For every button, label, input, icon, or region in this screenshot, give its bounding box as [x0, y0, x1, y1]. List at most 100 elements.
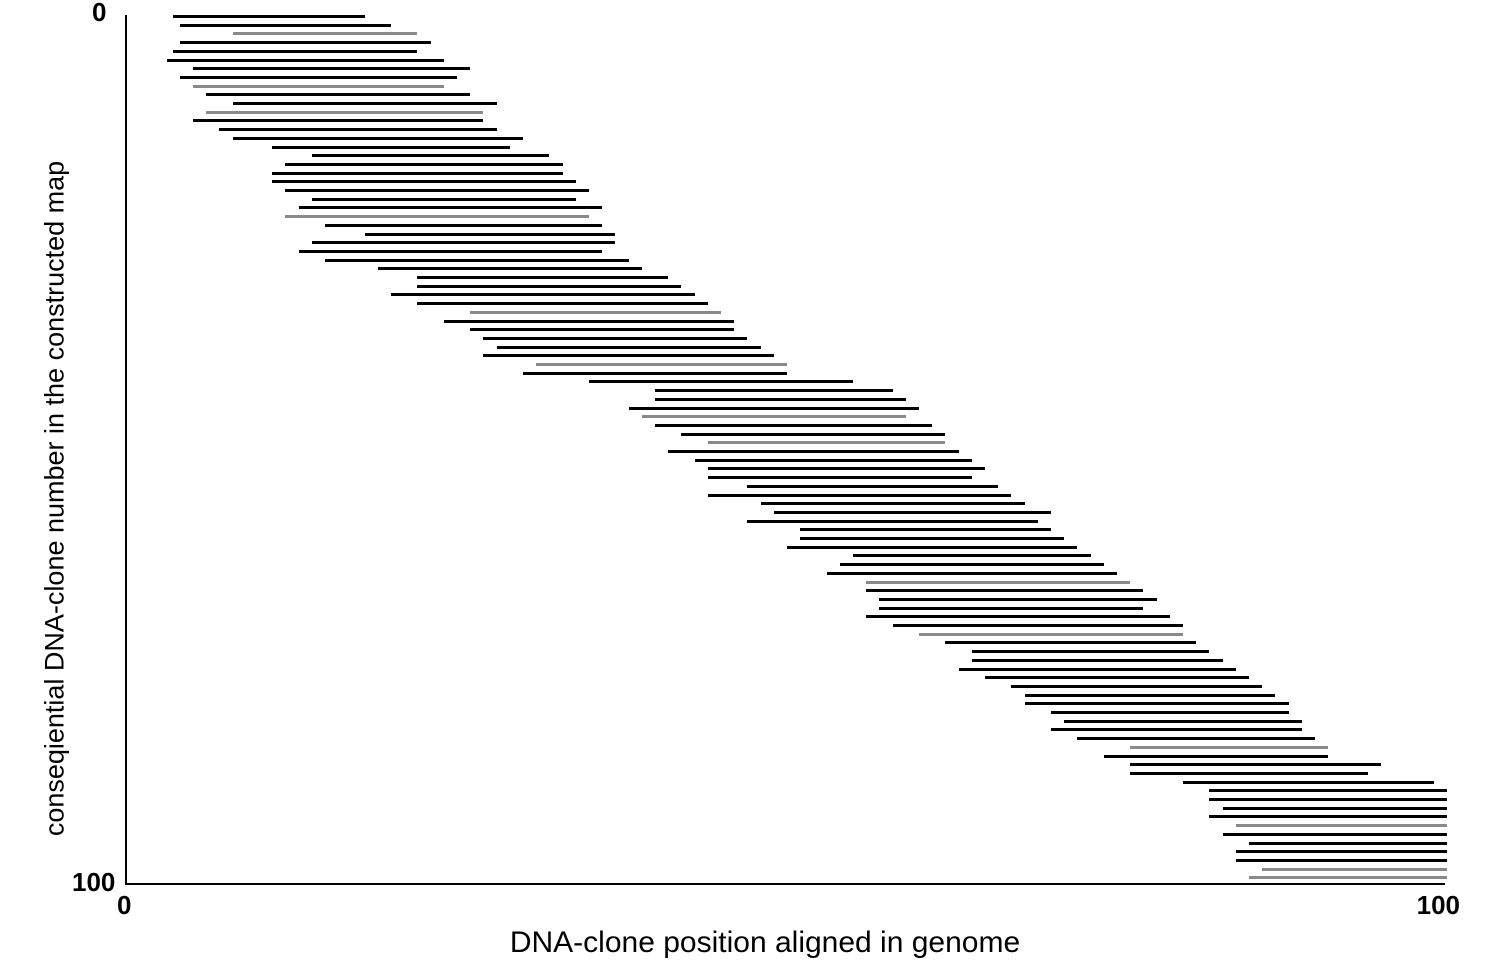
clone-bar — [1249, 842, 1447, 845]
clone-bar — [1104, 755, 1328, 758]
clone-bar — [417, 276, 668, 279]
clone-bar — [272, 146, 510, 149]
clone-bar — [774, 511, 1051, 514]
clone-bar — [391, 293, 695, 296]
clone-bar — [1130, 772, 1368, 775]
clone-bar — [655, 424, 932, 427]
clone-bar — [589, 380, 853, 383]
clone-bar — [285, 163, 562, 166]
clone-bar — [866, 581, 1130, 584]
clone-bar — [180, 76, 457, 79]
clone-bar — [497, 346, 761, 349]
clone-bar — [629, 407, 919, 410]
clone-bar — [681, 433, 945, 436]
clone-bar — [219, 128, 496, 131]
clone-bar — [879, 598, 1156, 601]
clone-bar — [972, 659, 1223, 662]
clone-bar — [470, 328, 734, 331]
x-tick-right: 100 — [1417, 890, 1460, 921]
clone-bar — [919, 633, 1183, 636]
clone-bar — [1051, 711, 1289, 714]
clone-bar — [173, 15, 364, 18]
x-axis-label: DNA-clone position aligned in genome — [510, 926, 1020, 960]
clone-bar — [1130, 746, 1328, 749]
clone-bar — [312, 198, 576, 201]
y-axis-label: conseqiential DNA-clone number in the co… — [40, 160, 71, 835]
clone-bar — [1209, 789, 1447, 792]
clone-bar — [167, 59, 444, 62]
clone-bar — [536, 363, 787, 366]
clone-bar — [299, 206, 603, 209]
clone-bar — [285, 189, 589, 192]
clone-bar — [444, 320, 734, 323]
clone-bar — [378, 267, 642, 270]
clone-bar — [787, 546, 1077, 549]
clone-bar — [206, 93, 470, 96]
plot-area: 0 100 0 100 — [125, 15, 1445, 885]
clone-bar — [1025, 702, 1289, 705]
y-tick-bottom: 100 — [72, 867, 115, 898]
clone-bar — [1077, 737, 1315, 740]
clone-bar — [985, 676, 1249, 679]
clone-bar — [840, 563, 1104, 566]
clone-bar — [866, 589, 1143, 592]
clone-bar — [1249, 876, 1447, 879]
clone-bar — [1223, 833, 1447, 836]
clone-bar — [853, 554, 1091, 557]
clone-bar — [233, 137, 523, 140]
clone-bar — [959, 668, 1236, 671]
clone-bar — [668, 450, 958, 453]
clone-bar — [1064, 720, 1302, 723]
clone-bar — [523, 372, 787, 375]
clone-bar — [193, 85, 444, 88]
clone-bar — [866, 615, 1170, 618]
clone-bar — [800, 537, 1064, 540]
clone-bar — [708, 476, 972, 479]
clone-bar — [655, 389, 893, 392]
clone-bar — [1262, 868, 1447, 871]
clone-bar — [642, 415, 906, 418]
clone-bar — [1051, 728, 1302, 731]
clone-bar — [747, 485, 998, 488]
clone-bar — [708, 494, 1012, 497]
clone-bar — [1209, 815, 1447, 818]
clone-bar — [1130, 763, 1381, 766]
clone-bar — [483, 354, 773, 357]
clone-bar — [879, 607, 1143, 610]
clone-bar — [193, 67, 470, 70]
clone-bar — [1025, 694, 1276, 697]
clone-bar — [827, 572, 1117, 575]
clone-bar — [285, 215, 589, 218]
clone-bar — [180, 24, 391, 27]
clone-bar — [695, 459, 972, 462]
clone-bar — [233, 32, 418, 35]
clone-bar — [470, 311, 721, 314]
clone-bar — [800, 528, 1051, 531]
clone-bar — [325, 259, 629, 262]
x-tick-left: 0 — [117, 890, 131, 921]
clone-bar — [206, 111, 483, 114]
clone-bar — [180, 41, 431, 44]
clone-bar — [312, 241, 616, 244]
clone-bar — [272, 180, 576, 183]
clone-bar — [1209, 798, 1447, 801]
clone-bar — [708, 467, 985, 470]
clone-bar — [1236, 850, 1447, 853]
clone-bar — [483, 337, 747, 340]
y-tick-top: 0 — [92, 0, 106, 28]
clone-bar — [1011, 685, 1262, 688]
clone-bar — [272, 172, 562, 175]
clone-bar — [708, 441, 946, 444]
dna-clone-chart: conseqiential DNA-clone number in the co… — [55, 5, 1475, 960]
clone-bar — [365, 233, 616, 236]
clone-bar — [761, 502, 1025, 505]
clone-bar — [325, 224, 602, 227]
clone-bar — [1183, 781, 1434, 784]
clone-bar — [972, 650, 1210, 653]
clone-bar — [655, 398, 906, 401]
clone-bar — [417, 285, 681, 288]
clone-bar — [1223, 807, 1447, 810]
clone-bar — [1236, 824, 1447, 827]
clone-bar — [945, 641, 1196, 644]
clone-bar — [747, 520, 1037, 523]
